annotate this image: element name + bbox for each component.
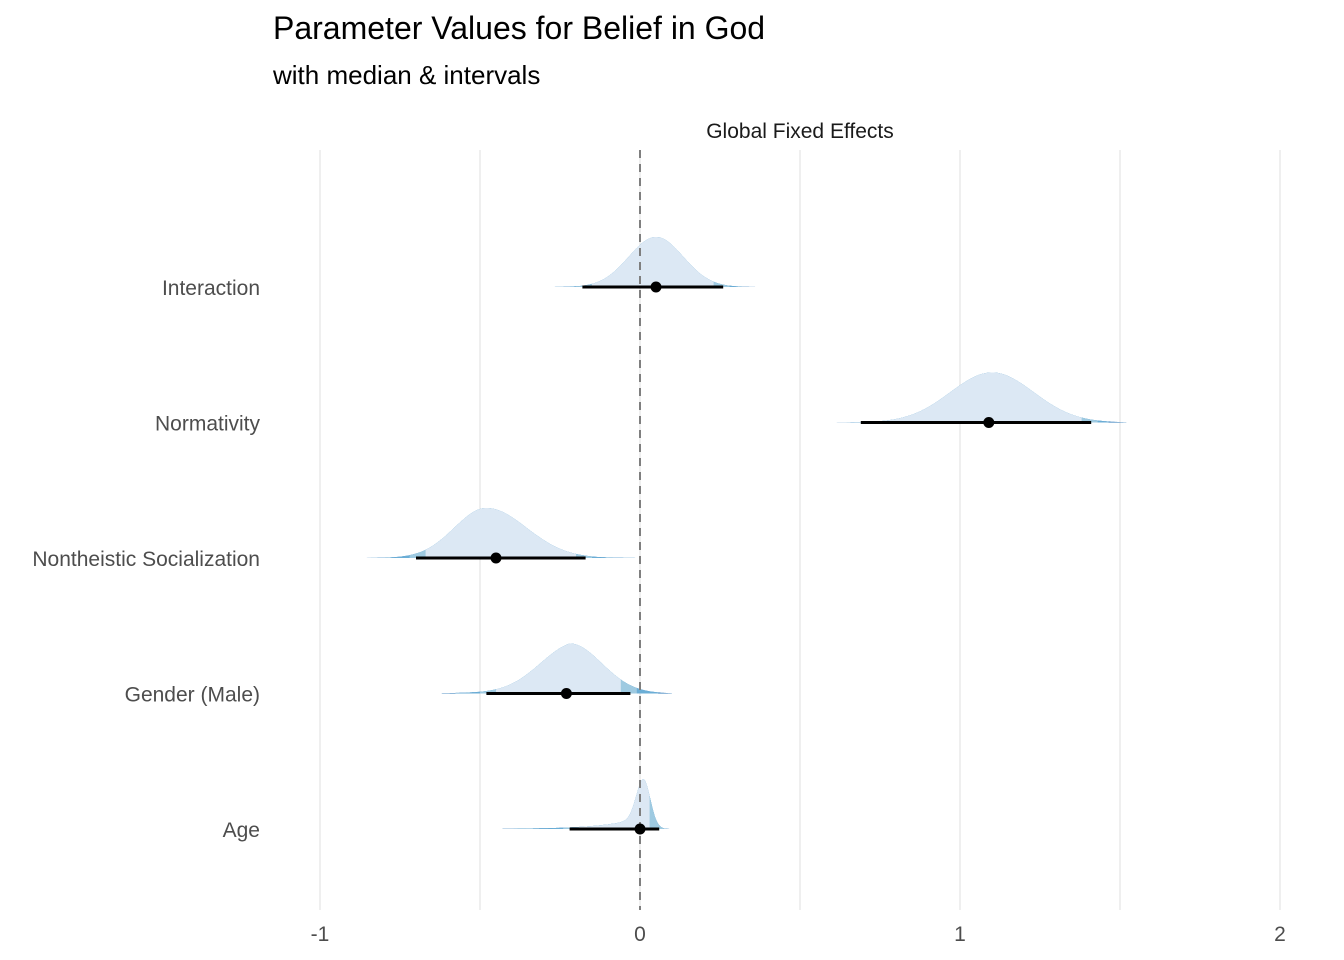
density-nontheistic-socialization (352, 508, 666, 558)
tail-band (502, 779, 688, 829)
density-core (496, 643, 621, 694)
density-interaction (528, 237, 756, 287)
density-core (870, 372, 1082, 423)
median-point (983, 417, 995, 428)
tail-band (563, 779, 666, 829)
density-gender-male- (441, 643, 672, 694)
y-axis-label: Interaction (162, 277, 260, 300)
x-axis-ticks: -1 0 1 2 (311, 923, 1286, 946)
density-core (425, 508, 576, 558)
x-tick-label: 1 (954, 923, 966, 946)
chart-title: Parameter Values for Belief in God (273, 10, 766, 46)
median-point (634, 823, 646, 835)
y-axis-label: Age (223, 819, 260, 842)
chart-subtitle: with median & intervals (273, 60, 541, 90)
density-age (502, 779, 688, 829)
median-point (650, 281, 662, 293)
facet-strip-label: Global Fixed Effects (706, 120, 894, 143)
x-tick-label: 0 (634, 923, 646, 946)
y-axis-label: Gender (Male) (125, 684, 260, 707)
median-point (560, 688, 572, 699)
median-point (490, 552, 502, 564)
interval-layer (416, 281, 1092, 835)
y-axis-label: Normativity (155, 413, 261, 436)
x-tick-label: 2 (1274, 923, 1286, 946)
y-axis-labels: Interaction Normativity Nontheistic Social… (32, 277, 260, 842)
density-normativity (828, 372, 1127, 423)
density-layer (352, 237, 1127, 829)
y-axis-label: Nontheistic Socialization (32, 548, 260, 571)
density-core (592, 237, 714, 287)
x-tick-label: -1 (311, 923, 330, 946)
